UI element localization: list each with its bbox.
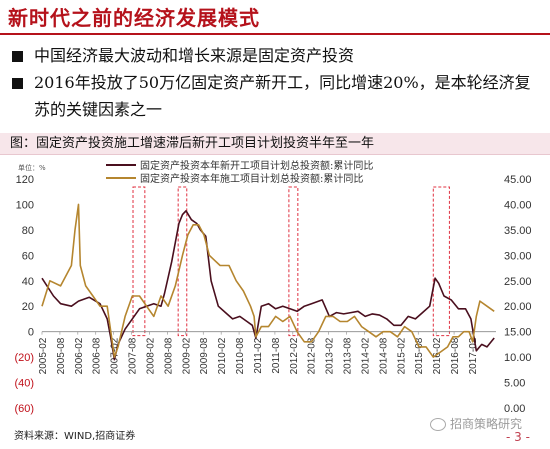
x-tick-label: 2016-08 <box>450 337 461 374</box>
brand-name: 招商策略研究 <box>450 417 523 431</box>
bullet-item: 2016年投放了50万亿固定资产新开工，同比增速20%，是本轮经济复苏的关键因素… <box>10 69 546 123</box>
y-left-tick-label: 80 <box>22 225 34 237</box>
x-tick-label: 2011-02 <box>253 337 264 373</box>
y-right-tick-label: 15.00 <box>504 327 532 339</box>
y-left-tick-label: 60 <box>22 250 34 262</box>
construction-projects-series-line <box>41 203 495 358</box>
x-tick-label: 2015-08 <box>414 337 425 374</box>
square-bullet-icon <box>12 78 23 89</box>
x-tick-label: 2012-02 <box>289 337 300 374</box>
x-tick-label: 2008-02 <box>145 337 156 374</box>
y-left-tick-label: (20) <box>14 352 34 364</box>
x-tick-label: 2016-02 <box>432 337 443 374</box>
y-right-tick-label: 0.00 <box>504 403 525 415</box>
y-left-tick-label: 0 <box>28 327 34 339</box>
x-tick-label: 2009-08 <box>199 337 210 374</box>
x-tick-label: 2006-02 <box>74 337 85 374</box>
chart-axes: (60) (40) (20) 0 20 40 60 80 100 120 0.00 5.00 10.00… <box>14 163 531 415</box>
slide-title: 新时代之前的经济发展模式 <box>8 6 260 30</box>
y-left-tick-label: 40 <box>22 276 34 288</box>
x-tick-label: 2005-08 <box>56 337 67 374</box>
brand-watermark: 招商策略研究 <box>430 415 522 432</box>
chart-legend: 固定资产投资本年新开工项目计划总投资额:累计同比固定资产投资本年施工项目计划总投… <box>106 159 373 185</box>
legend-entry: 固定资产投资本年施工项目计划总投资额:累计同比 <box>140 172 363 185</box>
y-right-tick-label: 25.00 <box>504 276 532 288</box>
y-right-tick-label: 30.00 <box>504 250 532 262</box>
y-left-tick-label: (60) <box>14 403 34 415</box>
chart-title: 图：固定资产投资施工增速滞后新开工项目计划投资半年至一年 <box>0 133 550 155</box>
x-tick-label: 2014-02 <box>360 337 371 374</box>
x-tick-label: 2005-02 <box>38 337 49 374</box>
x-tick-label: 2006-08 <box>92 337 103 374</box>
x-tick-label: 2009-02 <box>181 337 192 374</box>
new-projects-series-line <box>41 210 495 361</box>
y-left-tick-label: 120 <box>16 174 34 186</box>
page-number: - 3 - <box>506 430 530 444</box>
x-tick-label: 2013-08 <box>343 337 354 374</box>
x-tick-label: 2015-02 <box>396 337 407 374</box>
y-right-tick-label: 40.00 <box>504 199 532 211</box>
investment-growth-chart: (60) (40) (20) 0 20 40 60 80 100 120 0.00 5.00 10.00… <box>14 159 531 415</box>
wechat-icon <box>430 418 446 431</box>
y-right-tick-label: 20.00 <box>504 301 532 313</box>
highlight-boxes <box>132 186 450 337</box>
bullet-item: 中国经济最大波动和增长来源是固定资产投资 <box>10 42 546 69</box>
y-left-tick-label: 20 <box>22 301 34 313</box>
highlight-box <box>132 186 146 337</box>
square-bullet-icon <box>12 51 23 62</box>
chart-series <box>41 203 495 361</box>
x-tick-label: 2010-08 <box>235 337 246 374</box>
y-left-tick-label: 100 <box>16 199 34 211</box>
bullet-text: 中国经济最大波动和增长来源是固定资产投资 <box>34 46 355 65</box>
x-tick-label: 2012-08 <box>307 337 318 374</box>
x-tick-label: 2011-08 <box>271 337 282 373</box>
y-right-tick-label: 35.00 <box>504 225 532 237</box>
x-tick-label: 2008-08 <box>163 337 174 374</box>
x-tick-label: 2014-08 <box>378 337 389 374</box>
title-divider <box>0 33 550 35</box>
y-right-tick-label: 10.00 <box>504 352 532 364</box>
highlight-box <box>177 186 188 337</box>
x-tick-label: 2010-02 <box>217 337 228 374</box>
legend-entry: 固定资产投资本年新开工项目计划总投资额:累计同比 <box>140 159 373 172</box>
bullet-text: 2016年投放了50万亿固定资产新开工，同比增速20%，是本轮经济复苏的关键因素… <box>34 73 531 119</box>
bullet-list: 中国经济最大波动和增长来源是固定资产投资 2016年投放了50万亿固定资产新开工… <box>10 42 546 123</box>
x-tick-label: 2013-02 <box>325 337 336 374</box>
x-tick-label: 2007-08 <box>128 337 139 374</box>
y-left-tick-label: (40) <box>14 378 34 390</box>
y-right-tick-label: 5.00 <box>504 378 525 390</box>
highlight-box <box>288 186 299 337</box>
y-right-tick-label: 45.00 <box>504 174 532 186</box>
source-note: 资料来源：WIND,招商证券 <box>14 431 136 442</box>
x-tick-label: 2017-02 <box>468 337 479 374</box>
highlight-box <box>432 186 450 337</box>
y-left-unit-label: 单位：% <box>18 163 46 172</box>
